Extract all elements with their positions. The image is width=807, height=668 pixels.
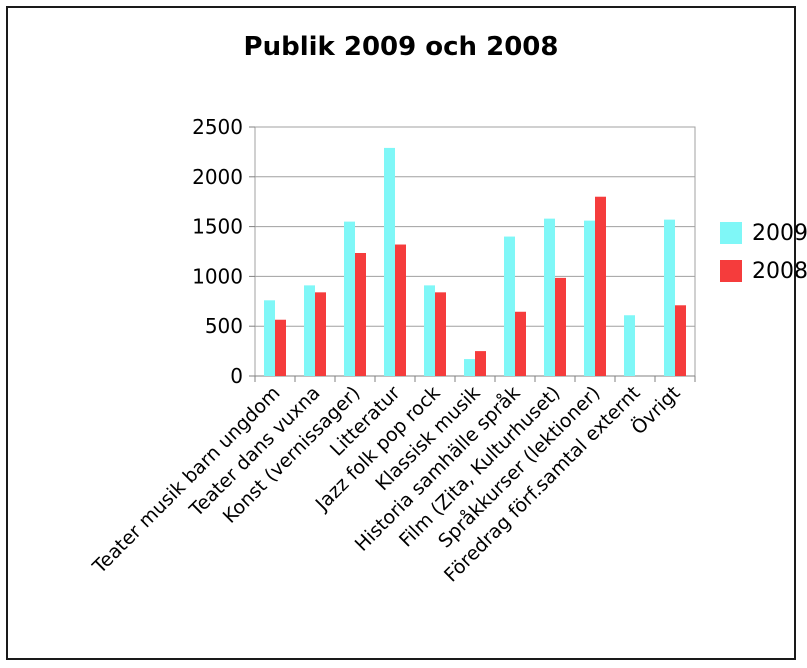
- y-tick-label: 2500: [192, 115, 243, 139]
- legend-label-2009: 2009: [752, 220, 807, 246]
- bar-2009: [264, 300, 275, 376]
- legend-item-2008: 2008: [720, 252, 807, 290]
- bar-2008: [395, 244, 406, 376]
- bar-2008: [315, 292, 326, 376]
- bar-2008: [555, 277, 566, 376]
- bar-2009: [384, 147, 395, 376]
- y-tick-label: 1500: [192, 215, 243, 239]
- y-tick-label: 1000: [192, 264, 243, 288]
- bar-2009: [344, 221, 355, 376]
- bar-2009: [504, 236, 515, 376]
- legend: 2009 2008: [720, 214, 807, 290]
- legend-swatch-2008: [720, 260, 742, 282]
- legend-swatch-2009: [720, 222, 742, 244]
- y-tick-label: 2000: [192, 165, 243, 189]
- bar-2009: [424, 285, 435, 376]
- bar-2008: [675, 305, 686, 376]
- bar-2008: [515, 311, 526, 376]
- legend-item-2009: 2009: [720, 214, 807, 252]
- bar-2009: [544, 218, 555, 376]
- bar-2008: [475, 351, 486, 376]
- bar-2009: [584, 220, 595, 376]
- y-tick-label: 0: [230, 364, 243, 388]
- chart-title: Publik 2009 och 2008: [243, 32, 559, 62]
- bar-2008: [355, 252, 366, 376]
- bar-2009: [464, 359, 475, 376]
- bar-2009: [624, 315, 635, 376]
- y-tick-label: 500: [205, 314, 243, 338]
- chart-frame: [6, 6, 796, 660]
- bar-2008: [275, 319, 286, 376]
- legend-label-2008: 2008: [752, 258, 807, 284]
- bar-2008: [435, 292, 446, 376]
- bar-2009: [664, 219, 675, 376]
- bar-2008: [595, 196, 606, 376]
- bar-2009: [304, 285, 315, 376]
